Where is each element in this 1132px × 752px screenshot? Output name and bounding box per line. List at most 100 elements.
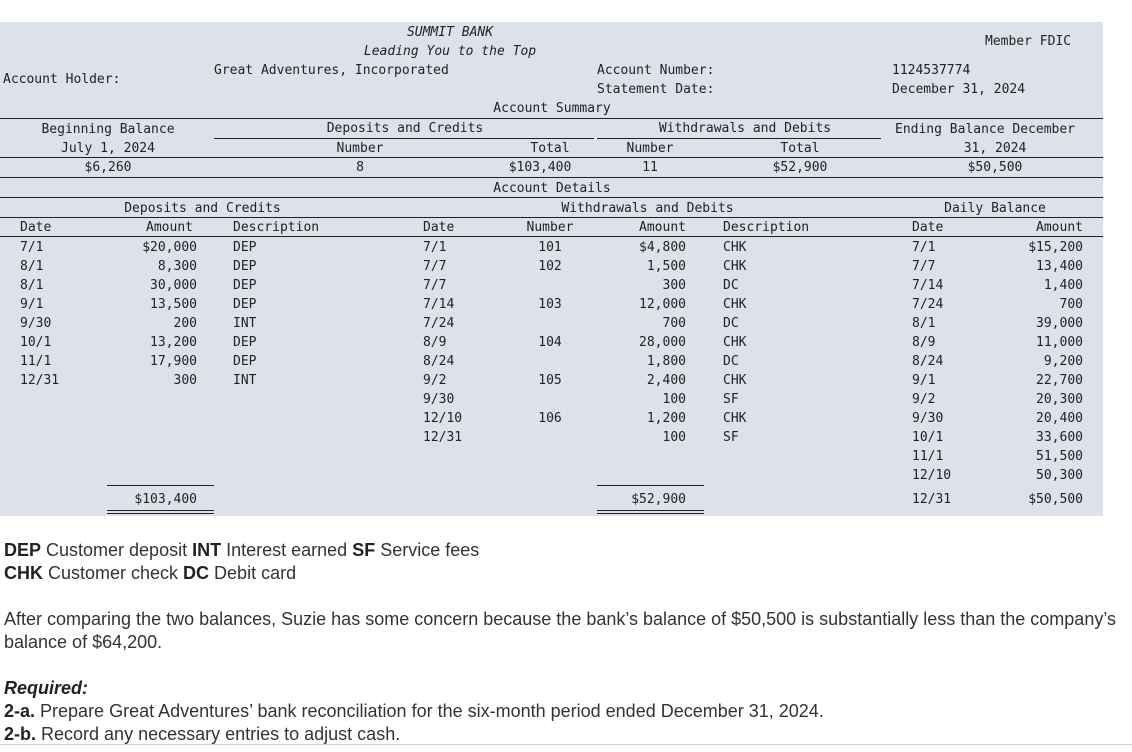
divider (597, 485, 704, 486)
divider (0, 177, 1103, 178)
deposit-amount: 300 (173, 373, 197, 388)
withdrawal-date: 8/9 (423, 335, 447, 350)
withdrawal-amount: 1,800 (646, 354, 686, 369)
divider (214, 138, 594, 139)
withdrawal-description: CHK (723, 240, 747, 255)
legend-text: Interest earned (221, 540, 353, 560)
divider (107, 510, 214, 511)
deposit-date: 10/1 (20, 335, 52, 350)
legend-code-dc: DC (183, 563, 210, 583)
beginning-balance-date: July 1, 2024 (61, 141, 155, 156)
daily-date: 10/1 (912, 430, 944, 445)
summary-deposits-number-label: Number (336, 141, 384, 156)
daily-date: 7/24 (912, 297, 944, 312)
daily-date: 7/14 (912, 278, 944, 293)
description-legend-line2: CHK Customer check DC Debit card (4, 562, 296, 585)
withdrawal-number: 104 (538, 335, 562, 350)
withdrawal-amount: 12,000 (639, 297, 686, 312)
withdrawal-amount: 1,500 (646, 259, 686, 274)
account-number-label: Account Number: (597, 63, 715, 78)
summary-deposits-title: Deposits and Credits (326, 121, 484, 136)
withdrawal-description: DC (723, 278, 739, 293)
divider (0, 217, 1103, 218)
daily-date: 11/1 (912, 449, 944, 464)
withdrawal-amount: 700 (662, 316, 686, 331)
daily-amount: 39,000 (1036, 316, 1083, 331)
withdrawal-amount: $4,800 (639, 240, 686, 255)
summary-withdrawals-title: Withdrawals and Debits (658, 121, 832, 136)
scenario-paragraph: After comparing the two balances, Suzie … (4, 609, 1117, 652)
summary-withdrawals-total: $52,900 (772, 160, 828, 175)
bank-name: SUMMIT BANK (406, 25, 494, 40)
daily-date: 12/10 (912, 468, 952, 483)
withdrawal-description: DC (723, 316, 739, 331)
withdrawal-date: 8/24 (423, 354, 455, 369)
divider (597, 513, 704, 514)
col-header-description: Description (723, 220, 810, 235)
beginning-balance-value: $6,260 (84, 160, 132, 175)
account-number: 1124537774 (892, 63, 971, 78)
withdrawal-description: SF (723, 430, 739, 445)
daily-amount: 51,500 (1036, 449, 1083, 464)
withdrawal-date: 7/14 (423, 297, 455, 312)
withdrawal-number: 101 (538, 240, 562, 255)
deposit-description: DEP (233, 335, 257, 350)
deposit-description: DEP (233, 354, 257, 369)
col-header-amount: Amount (1036, 220, 1083, 235)
summary-deposits-number: 8 (356, 160, 364, 175)
legend-code-int: INT (192, 540, 222, 560)
summary-deposits-total: $103,400 (508, 160, 572, 175)
withdrawal-number: 106 (538, 411, 562, 426)
divider (0, 118, 1103, 119)
deposit-description: DEP (233, 297, 257, 312)
account-holder-label: Account Holder: (3, 72, 121, 87)
daily-date: 7/7 (912, 259, 936, 274)
details-withdrawals-title: Withdrawals and Debits (561, 201, 734, 216)
company-name: Great Adventures, Incorporated (214, 63, 449, 78)
deposit-date: 8/1 (20, 278, 44, 293)
deposit-date: 9/1 (20, 297, 44, 312)
daily-amount: 13,400 (1036, 259, 1083, 274)
deposit-date: 9/30 (20, 316, 52, 331)
legend-code-dep: DEP (4, 540, 42, 560)
daily-date: 8/9 (912, 335, 936, 350)
withdrawal-amount: 2,400 (646, 373, 686, 388)
item-number: 2-b. (4, 724, 37, 744)
daily-amount: 20,300 (1036, 392, 1083, 407)
withdrawal-description: DC (723, 354, 739, 369)
summary-withdrawals-number: 11 (642, 160, 658, 175)
withdrawal-description: SF (723, 392, 739, 407)
legend-code-chk: CHK (4, 563, 43, 583)
divider (597, 510, 704, 511)
col-header-date: Date (912, 220, 944, 235)
description-legend: DEP Customer deposit INT Interest earned… (4, 539, 479, 562)
deposit-amount: 13,200 (150, 335, 197, 350)
divider (597, 138, 881, 139)
required-item-2b: 2-b. Record any necessary entries to adj… (4, 723, 400, 744)
col-header-amount: Amount (639, 220, 686, 235)
deposit-amount: 13,500 (150, 297, 197, 312)
ending-balance-value: $50,500 (967, 160, 1023, 175)
daily-date: 9/2 (912, 392, 936, 407)
item-text: Prepare Great Adventures’ bank reconcili… (35, 701, 824, 721)
account-details-title: Account Details (493, 181, 611, 196)
item-text: Record any necessary entries to adjust c… (36, 724, 401, 744)
withdrawal-date: 7/7 (423, 278, 447, 293)
daily-amount: 11,000 (1036, 335, 1083, 350)
details-deposits-title: Deposits and Credits (124, 201, 281, 216)
deposit-date: 12/31 (20, 373, 60, 388)
daily-date: 9/30 (912, 411, 944, 426)
daily-amount: 50,300 (1036, 468, 1083, 483)
legend-text: Service fees (375, 540, 480, 560)
withdrawal-date: 7/1 (423, 240, 447, 255)
page-divider (0, 744, 1132, 745)
daily-amount: 33,600 (1036, 430, 1083, 445)
withdrawal-amount: 28,000 (639, 335, 686, 350)
withdrawal-description: CHK (723, 411, 747, 426)
deposit-description: INT (233, 316, 257, 331)
required-item-2a: 2-a. Prepare Great Adventures’ bank reco… (4, 700, 824, 723)
withdrawal-date: 9/2 (423, 373, 447, 388)
withdrawal-amount: 300 (662, 278, 686, 293)
withdrawal-number: 105 (538, 373, 562, 388)
item-number: 2-a. (4, 701, 36, 721)
